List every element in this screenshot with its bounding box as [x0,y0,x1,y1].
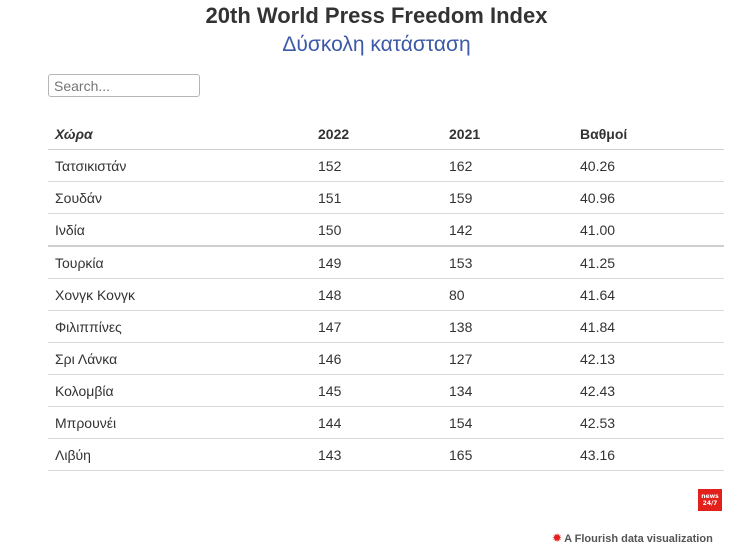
cell-country: Φιλιππίνες [48,310,311,343]
column-header-country[interactable]: Χώρα [48,118,311,150]
cell-rank-2022: 151 [311,181,442,214]
cell-rank-2021: 80 [442,278,573,311]
cell-rank-2021: 159 [442,181,573,214]
news247-logo[interactable]: news 24/7 [698,489,722,511]
cell-rank-2021: 134 [442,374,573,407]
cell-country: Τουρκία [48,246,311,279]
table-row: Τατσικιστάν 152 162 40.26 [48,149,724,182]
column-header-2022[interactable]: 2022 [311,118,442,150]
data-table: Χώρα 2022 2021 Βαθμοί Τατσικιστάν 152 16… [48,118,724,471]
table-header-row: Χώρα 2022 2021 Βαθμοί [48,118,724,150]
cell-country: Τατσικιστάν [48,149,311,182]
table-row: Λιβύη 143 165 43.16 [48,438,724,471]
cell-country: Λιβύη [48,438,311,471]
cell-rank-2021: 127 [442,342,573,375]
logo-line2: 24/7 [702,500,718,507]
page-title: 20th World Press Freedom Index [205,3,548,28]
logo-line1: news [701,493,719,500]
cell-country: Σρι Λάνκα [48,342,311,375]
cell-rank-2022: 144 [311,406,442,439]
credit-text: A Flourish data visualization [564,533,713,545]
cell-rank-2021: 162 [442,149,573,182]
flourish-credit-link[interactable]: ✹ A Flourish data visualization [552,531,713,545]
cell-rank-2021: 153 [442,246,573,279]
column-header-score[interactable]: Βαθμοί [573,118,724,150]
cell-rank-2022: 146 [311,342,442,375]
table-row: Τουρκία 149 153 41.25 [48,246,724,279]
cell-score: 43.16 [573,438,724,471]
cell-score: 41.64 [573,278,724,311]
cell-score: 41.00 [573,213,724,247]
cell-score: 42.53 [573,406,724,439]
cell-country: Κολομβία [48,374,311,407]
table-row: Σουδάν 151 159 40.96 [48,181,724,214]
cell-score: 41.25 [573,246,724,279]
table-row: Κολομβία 145 134 42.43 [48,374,724,407]
cell-rank-2021: 154 [442,406,573,439]
cell-score: 41.84 [573,310,724,343]
page-subtitle: Δύσκολη κατάσταση [282,33,471,56]
cell-score: 40.96 [573,181,724,214]
table-row: Χονγκ Κονγκ 148 80 41.64 [48,278,724,311]
cell-rank-2022: 150 [311,213,442,247]
cell-rank-2022: 152 [311,149,442,182]
cell-rank-2021: 142 [442,213,573,247]
cell-score: 42.43 [573,374,724,407]
cell-rank-2022: 148 [311,278,442,311]
cell-country: Σουδάν [48,181,311,214]
table-row: Φιλιππίνες 147 138 41.84 [48,310,724,343]
cell-rank-2022: 145 [311,374,442,407]
chart-header: 20th World Press Freedom Index Δύσκολη κ… [0,0,753,59]
cell-score: 40.26 [573,149,724,182]
cell-rank-2022: 143 [311,438,442,471]
cell-country: Μπρουνέι [48,406,311,439]
cell-rank-2021: 138 [442,310,573,343]
column-header-2021[interactable]: 2021 [442,118,573,150]
table-row: Ινδία 150 142 41.00 [48,213,724,247]
cell-country: Χονγκ Κονγκ [48,278,311,311]
flourish-star-icon: ✹ [552,531,563,545]
cell-rank-2022: 147 [311,310,442,343]
cell-score: 42.13 [573,342,724,375]
cell-country: Ινδία [48,213,311,247]
table-row: Μπρουνέι 144 154 42.53 [48,406,724,439]
table-row: Σρι Λάνκα 146 127 42.13 [48,342,724,375]
search-input[interactable] [48,74,200,97]
cell-rank-2021: 165 [442,438,573,471]
cell-rank-2022: 149 [311,246,442,279]
